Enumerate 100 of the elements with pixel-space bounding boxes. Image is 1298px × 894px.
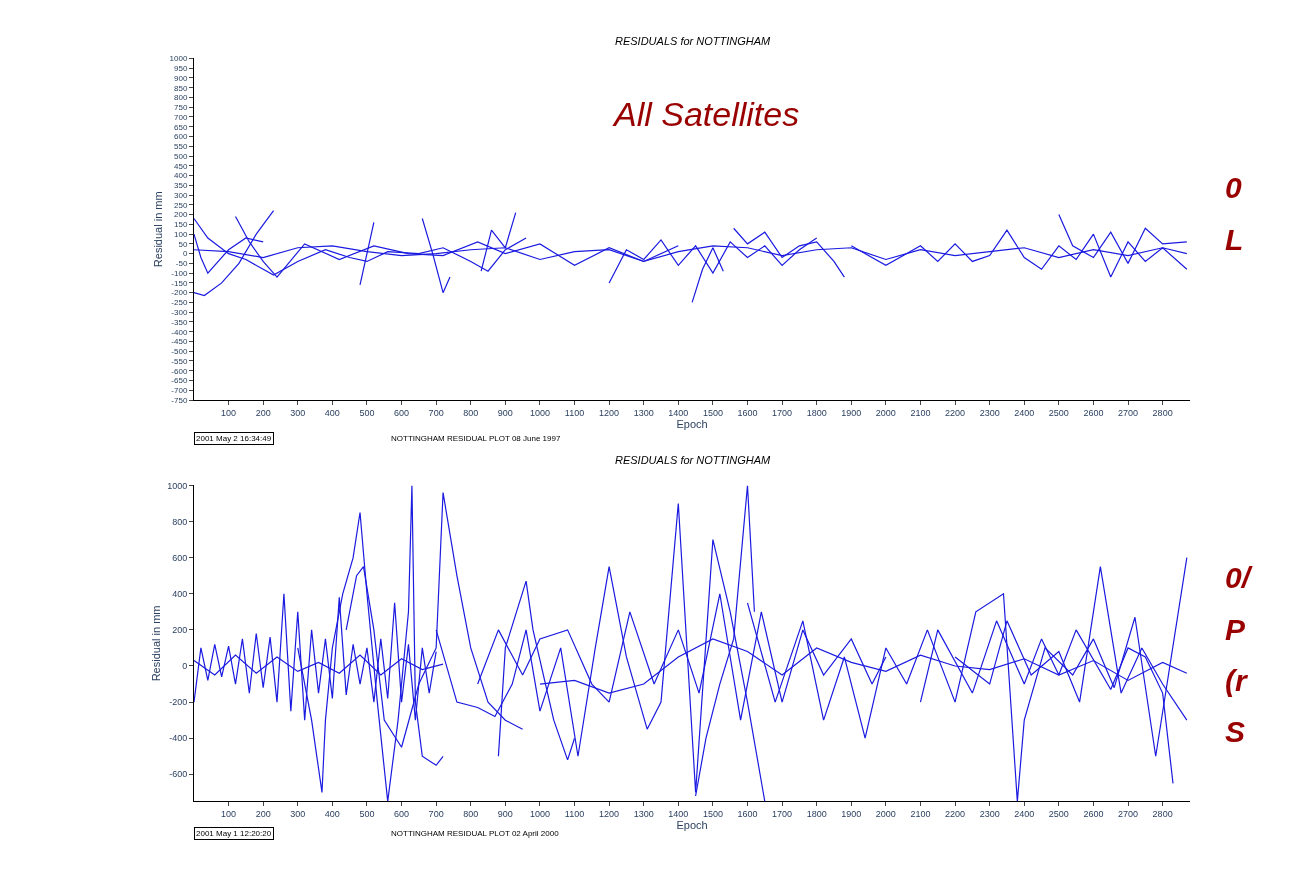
x-tick-label: 1600 xyxy=(737,407,758,418)
y-axis-title: Residual in mm xyxy=(152,191,165,268)
y-tick-label: 650 xyxy=(174,122,188,132)
text: 0/ xyxy=(1225,561,1253,594)
x-tick-label: 1700 xyxy=(772,809,793,820)
y-tick-label: 0 xyxy=(182,249,188,259)
y-tick-label: -300 xyxy=(171,307,188,317)
y-tick-label: 0 xyxy=(182,661,188,672)
y-tick-label: -750 xyxy=(171,395,188,405)
x-tick-label: 1100 xyxy=(564,809,585,820)
x-tick-label: 100 xyxy=(221,809,237,820)
x-tick-label: 200 xyxy=(255,809,271,820)
y-tick-label: 850 xyxy=(174,83,188,93)
x-tick-label: 1100 xyxy=(564,407,585,418)
y-tick-label: 200 xyxy=(174,210,188,220)
x-tick-label: 1900 xyxy=(841,407,862,418)
y-tick-label: -150 xyxy=(171,278,188,288)
text: 2001 May 2 16:34:49 xyxy=(196,434,272,443)
y-tick-label: -450 xyxy=(171,337,188,347)
x-tick-label: 800 xyxy=(463,809,479,820)
chart-title: RESIDUALS for NOTTINGHAM xyxy=(615,35,772,47)
x-tick-label: 400 xyxy=(324,407,340,418)
x-tick-label: 800 xyxy=(463,407,479,418)
y-tick-label: 400 xyxy=(174,171,188,181)
x-tick-label: 2200 xyxy=(945,407,966,418)
x-tick-label: 900 xyxy=(497,407,513,418)
x-tick-label: 2500 xyxy=(1048,407,1069,418)
x-tick-label: 2300 xyxy=(979,809,1000,820)
x-tick-label: 500 xyxy=(359,809,375,820)
y-tick-label: -600 xyxy=(171,366,188,376)
y-tick-label: 550 xyxy=(174,142,188,152)
x-tick-label: 2700 xyxy=(1118,809,1139,820)
annotation: All Satellites xyxy=(612,95,800,133)
y-tick-label: 1000 xyxy=(167,480,188,491)
x-tick-label: 2400 xyxy=(1014,809,1035,820)
y-tick-label: 400 xyxy=(172,588,188,599)
x-axis-title: Epoch xyxy=(676,819,708,832)
x-tick-label: 2000 xyxy=(875,407,896,418)
y-tick-label: 300 xyxy=(174,190,188,200)
text: NOTTINGHAM RESIDUAL PLOT 08 June 1997 xyxy=(391,434,561,443)
text: L xyxy=(1225,223,1244,256)
text: (r xyxy=(1225,664,1249,697)
y-tick-label: -200 xyxy=(169,697,188,708)
y-tick-label: 600 xyxy=(172,552,188,563)
x-tick-label: 1300 xyxy=(633,809,654,820)
x-tick-label: 1000 xyxy=(529,407,550,418)
y-tick-label: -350 xyxy=(171,317,188,327)
x-tick-label: 1500 xyxy=(702,407,723,418)
y-tick-label: -500 xyxy=(171,347,188,357)
x-tick-label: 900 xyxy=(497,809,513,820)
x-tick-label: 100 xyxy=(221,407,237,418)
y-tick-label: 950 xyxy=(174,63,188,73)
y-tick-label: 700 xyxy=(174,112,188,122)
x-tick-label: 1300 xyxy=(633,407,654,418)
y-tick-label: 1000 xyxy=(169,54,188,64)
y-tick-label: -50 xyxy=(175,259,188,269)
x-tick-label: 200 xyxy=(255,407,271,418)
text: P xyxy=(1225,613,1246,646)
y-tick-label: 100 xyxy=(174,229,188,239)
x-tick-label: 2700 xyxy=(1118,407,1139,418)
y-tick-label: -550 xyxy=(171,356,188,366)
x-tick-label: 1800 xyxy=(806,809,827,820)
y-tick-label: -650 xyxy=(171,376,188,386)
x-tick-label: 2400 xyxy=(1014,407,1035,418)
y-tick-label: 150 xyxy=(174,220,188,230)
x-tick-label: 700 xyxy=(428,407,444,418)
text: 0 xyxy=(1225,171,1242,204)
x-tick-label: 1200 xyxy=(599,407,620,418)
y-tick-label: -100 xyxy=(171,268,188,278)
x-tick-label: 400 xyxy=(324,809,340,820)
x-tick-label: 600 xyxy=(394,809,410,820)
y-tick-label: 200 xyxy=(172,625,188,636)
y-tick-label: 600 xyxy=(174,132,188,142)
x-tick-label: 700 xyxy=(428,809,444,820)
x-tick-label: 2100 xyxy=(910,809,931,820)
x-tick-label: 2200 xyxy=(945,809,966,820)
y-axis-title: Residual in mm xyxy=(149,605,162,682)
x-tick-label: 2800 xyxy=(1152,407,1173,418)
y-tick-label: -400 xyxy=(171,327,188,337)
x-tick-label: 1800 xyxy=(806,407,827,418)
y-tick-label: 50 xyxy=(178,239,188,249)
y-tick-label: 750 xyxy=(174,103,188,113)
x-tick-label: 1500 xyxy=(702,809,723,820)
y-tick-label: -200 xyxy=(171,288,188,298)
x-tick-label: 1600 xyxy=(737,809,758,820)
x-tick-label: 1400 xyxy=(668,809,689,820)
text: S xyxy=(1225,715,1246,748)
x-tick-label: 2800 xyxy=(1152,809,1173,820)
x-tick-label: 2500 xyxy=(1048,809,1069,820)
x-tick-label: 500 xyxy=(359,407,375,418)
x-tick-label: 2300 xyxy=(979,407,1000,418)
y-tick-label: -400 xyxy=(169,733,188,744)
x-tick-label: 1900 xyxy=(841,809,862,820)
y-tick-label: 350 xyxy=(174,181,188,191)
y-tick-label: -600 xyxy=(169,769,188,780)
x-tick-label: 300 xyxy=(290,809,306,820)
y-tick-label: 250 xyxy=(174,200,188,210)
y-tick-label: 900 xyxy=(174,73,188,83)
y-tick-label: 800 xyxy=(172,516,188,527)
y-tick-label: 500 xyxy=(174,151,188,161)
